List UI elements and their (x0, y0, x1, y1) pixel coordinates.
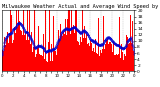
Text: Milwaukee Weather Actual and Average Wind Speed by Minute mph (Last 24 Hours): Milwaukee Weather Actual and Average Win… (2, 4, 160, 9)
